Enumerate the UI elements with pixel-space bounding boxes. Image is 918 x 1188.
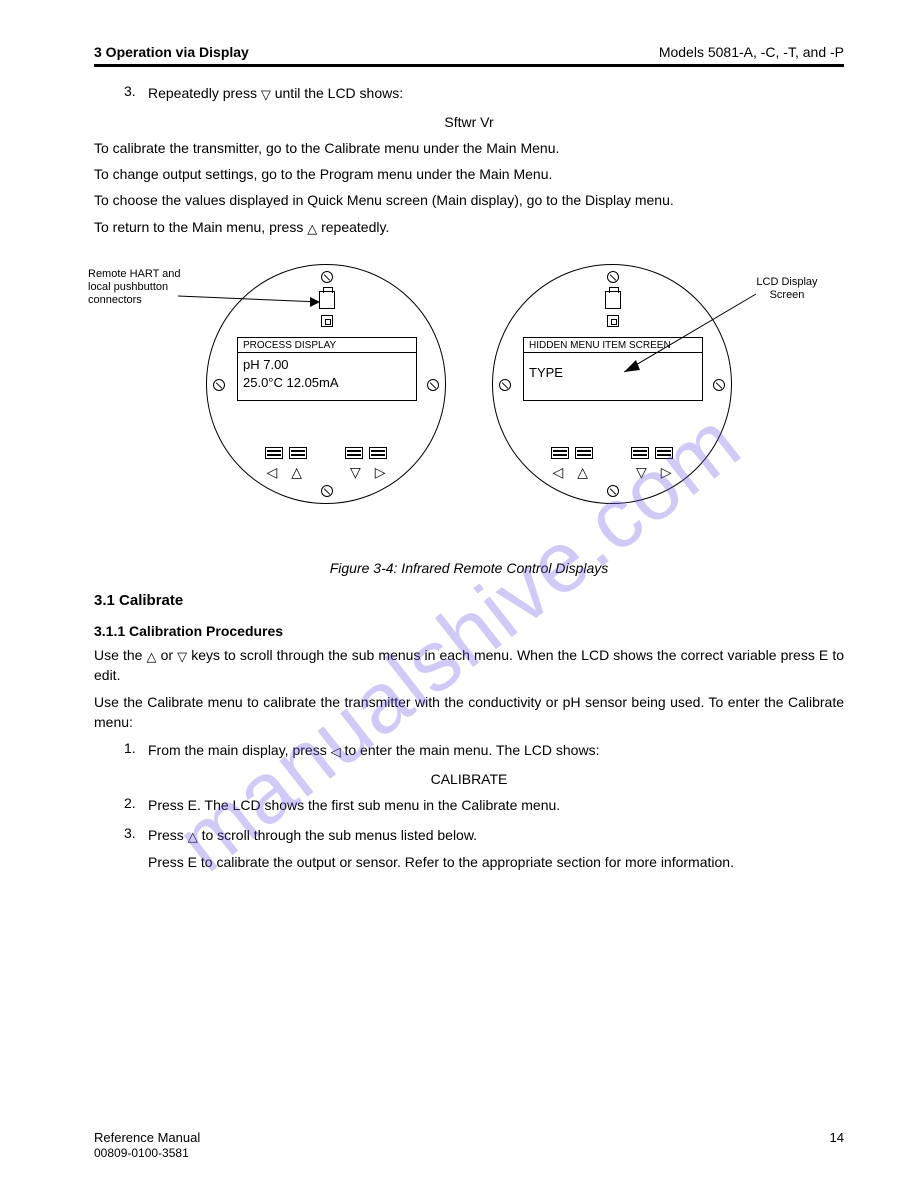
step2-num: 2. — [124, 795, 148, 815]
calibrate-guide-2: To change output settings, go to the Pro… — [94, 164, 844, 184]
step1a: From the main display, press — [148, 742, 331, 758]
up-triangle-icon: △ — [307, 220, 317, 239]
step3a: Press — [148, 827, 188, 843]
step1b: to enter the main menu. The LCD shows: — [341, 742, 600, 758]
calibrate-guide-4: To return to the Main menu, press △ repe… — [94, 217, 844, 238]
step3-text: Press △ to scroll through the sub menus … — [148, 825, 844, 872]
figure-pointers — [94, 246, 854, 546]
footer-page-number: 14 — [830, 1130, 844, 1160]
section-3-1-1-title: 3.1.1 Calibration Procedures — [94, 623, 844, 639]
up-triangle-icon: △ — [188, 828, 198, 847]
step2-text: Press E. The LCD shows the first sub men… — [148, 795, 844, 815]
step3b: to scroll through the sub menus listed b… — [198, 827, 477, 843]
step1-text: From the main display, press ◁ to enter … — [148, 740, 844, 761]
intro-text-2: until the LCD shows: — [271, 85, 403, 101]
figure-3-4: Remote HART andlocal pushbuttonconnector… — [94, 246, 844, 546]
header-model: Models 5081-A, -C, -T, and -P — [659, 44, 844, 60]
step3-num: 3. — [124, 825, 148, 872]
section-3-1-1-body1: Use the △ or ▽ keys to scroll through th… — [94, 645, 844, 686]
step1-num: 1. — [124, 740, 148, 761]
figure-caption: Figure 3-4: Infrared Remote Control Disp… — [94, 560, 844, 576]
display-value-sftwr: Sftwr Vr — [94, 114, 844, 130]
calibrate-guide-1: To calibrate the transmitter, go to the … — [94, 138, 844, 158]
intro-text-1: Repeatedly press — [148, 85, 261, 101]
down-triangle-icon: ▽ — [177, 648, 187, 667]
section-3-1-1-body2: Use the Calibrate menu to calibrate the … — [94, 692, 844, 733]
step3c: Press E to calibrate the output or senso… — [148, 854, 734, 870]
body1-b: or — [157, 647, 178, 663]
down-triangle-icon: ▽ — [261, 86, 271, 105]
body1-a: Use the — [94, 647, 147, 663]
footer-left: Reference Manual 00809-0100-3581 — [94, 1130, 200, 1160]
left-triangle-icon: ◁ — [331, 743, 341, 762]
up-triangle-icon: △ — [147, 648, 157, 667]
calibrate-guide-4b: repeatedly. — [317, 219, 389, 235]
body1-c: keys to scroll through the sub menus in … — [94, 647, 844, 684]
calibrate-guide-4a: To return to the Main menu, press — [94, 219, 307, 235]
display-value-calibrate: CALIBRATE — [94, 771, 844, 787]
calibrate-guide-3: To choose the values displayed in Quick … — [94, 190, 844, 210]
section-3-1-title: 3.1 Calibrate — [94, 592, 844, 609]
intro-step-text: Repeatedly press ▽ until the LCD shows: — [148, 83, 844, 104]
intro-step-number: 3. — [124, 83, 148, 104]
header-section: 3 Operation via Display — [94, 44, 249, 60]
